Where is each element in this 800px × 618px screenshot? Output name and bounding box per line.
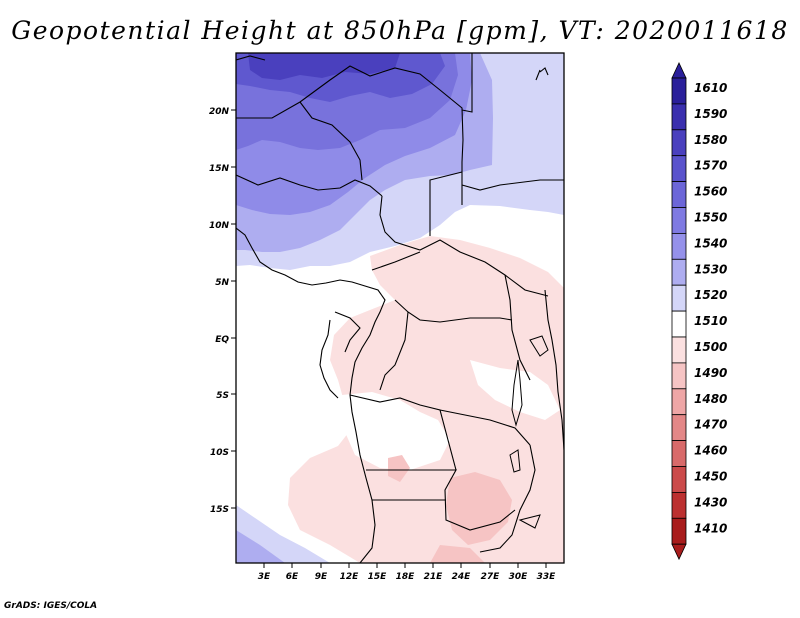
colorbar-label: 1500 — [694, 340, 727, 354]
colorbar-label: 1550 — [694, 211, 727, 225]
colorbar-label: 1540 — [694, 236, 727, 250]
colorbar-label: 1470 — [694, 418, 727, 432]
colorbar-swatch — [671, 388, 687, 416]
lat-label: 10S — [210, 448, 229, 458]
shade-1510-pocket-2 — [342, 392, 450, 470]
colorbar-swatch — [671, 362, 687, 390]
shade-1490-b — [430, 545, 485, 563]
colorbar-label: 1590 — [694, 107, 727, 121]
coastlines — [236, 67, 564, 563]
lat-label: 10N — [209, 221, 230, 231]
map-area — [236, 53, 564, 563]
colorbar-label: 1490 — [694, 366, 727, 380]
lon-label: 6E — [286, 572, 299, 582]
lat-label: EQ — [215, 335, 229, 345]
colorbar-swatch — [671, 414, 687, 442]
shade-1580 — [248, 53, 400, 80]
colorbar-label: 1570 — [694, 159, 727, 173]
colorbar-label: 1410 — [694, 521, 727, 535]
colorbar-label: 1530 — [694, 262, 727, 276]
colorbar-swatch — [671, 517, 687, 545]
colorbar-swatch — [671, 258, 687, 286]
lon-label: 21E — [424, 572, 444, 582]
colorbar-cap-top — [671, 62, 687, 79]
lat-label: 5S — [216, 391, 229, 401]
shade-1510-pocket — [470, 360, 560, 420]
map-title: Geopotential Height at 850hPa [gpm], VT:… — [11, 16, 789, 45]
colorbar-label: 1510 — [694, 314, 727, 328]
colorbar-swatch — [671, 129, 687, 157]
colorbar-label: 1560 — [694, 185, 727, 199]
lon-label: 3E — [258, 572, 271, 582]
lon-axis-labels: 3E 6E 9E 12E 15E 18E 21E 24E 27E 30E 33E — [258, 572, 556, 582]
lat-label: 15N — [209, 164, 230, 174]
lat-axis-labels: 20N 15N 10N 5N EQ 5S 10S 15S — [209, 107, 230, 515]
colorbar-swatch — [671, 336, 687, 364]
lakes — [509, 335, 549, 529]
lon-label: 33E — [537, 572, 557, 582]
colorbar-swatch — [671, 232, 687, 260]
colorbar: 1610 1590 1580 1570 1560 1550 1540 1530 1520 1510… — [671, 62, 727, 561]
colorbar-swatch — [671, 103, 687, 131]
map-frame — [235, 52, 565, 564]
lat-label: 20N — [209, 107, 230, 117]
colorbar-swatch — [671, 284, 687, 312]
lon-label: 27E — [481, 572, 501, 582]
lat-label: 5N — [215, 278, 229, 288]
shade-1490-c — [388, 455, 410, 482]
colorbar-swatch — [671, 491, 687, 519]
lon-label: 18E — [396, 572, 416, 582]
colorbar-swatch — [671, 440, 687, 467]
lon-label: 12E — [340, 572, 360, 582]
colorbar-swatch — [671, 310, 687, 338]
lat-label: 15S — [210, 505, 229, 515]
colorbar-label: 1430 — [694, 495, 727, 509]
colorbar-swatch — [671, 181, 687, 208]
lon-label: 9E — [315, 572, 328, 582]
colorbar-label: 1610 — [694, 81, 727, 95]
axis-ticks — [231, 109, 547, 568]
colorbar-cap-bottom — [671, 543, 687, 561]
colorbar-label: 1460 — [694, 444, 727, 458]
grads-credit: GrADS: IGES/COLA — [4, 601, 98, 611]
colorbar-label: 1450 — [694, 470, 727, 484]
colorbar-swatch — [671, 77, 687, 105]
colorbar-swatch — [671, 466, 687, 493]
colorbar-label: 1480 — [694, 392, 727, 406]
lon-label: 30E — [509, 572, 529, 582]
lon-label: 24E — [452, 572, 472, 582]
lon-label: 15E — [368, 572, 388, 582]
country-borders — [236, 53, 564, 553]
shade-1540-sw — [236, 530, 285, 563]
colorbar-swatch — [671, 155, 687, 182]
colorbar-label: 1580 — [694, 133, 727, 147]
colorbar-label: 1520 — [694, 288, 727, 302]
colorbar-swatch — [671, 207, 687, 234]
